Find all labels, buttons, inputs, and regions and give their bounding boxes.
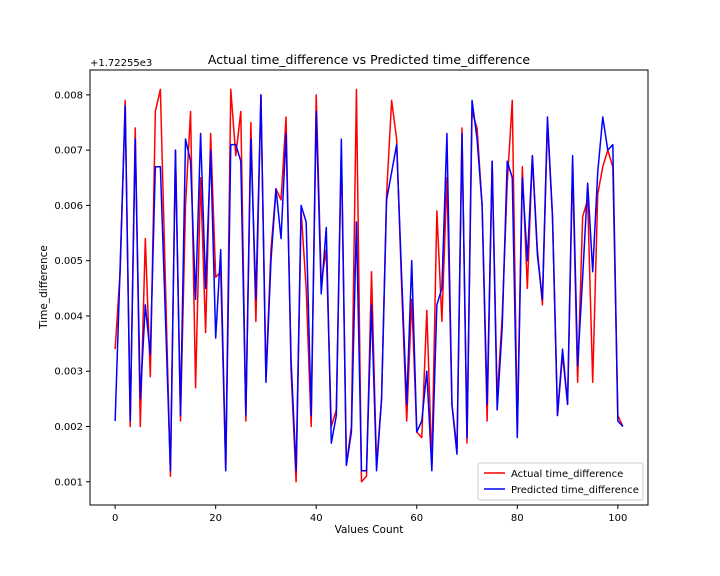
plot-area-frame [89,69,649,506]
y-axis-offset-label: +1.72255e3 [90,58,152,69]
y-tick-label: 0.003 [54,367,83,378]
chart-title: Actual time_difference vs Predicted time… [208,52,530,67]
legend-box [477,462,644,501]
y-axis-label: Time_difference [38,245,50,330]
series-line-predicted [114,94,624,472]
x-tick-label: 100 [608,513,627,524]
y-tick-label: 0.005 [54,256,83,267]
x-axis-ticks: 0 20 40 60 80 100 [112,505,627,524]
y-tick-label: 0.006 [54,201,83,212]
x-tick-label: 20 [209,513,222,524]
series-layer [114,88,624,483]
y-tick-label: 0.001 [54,477,83,488]
y-tick-label: 0.007 [54,146,83,157]
y-tick-label: 0.002 [54,422,83,433]
x-tick-label: 80 [511,513,524,524]
legend-label-predicted: Predicted time_difference [511,485,639,496]
x-axis-label: Values Count [335,524,404,536]
x-tick-label: 60 [410,513,423,524]
x-tick-label: 40 [310,513,323,524]
y-tick-label: 0.008 [54,90,83,101]
legend-label-actual: Actual time_difference [511,469,623,480]
x-tick-label: 0 [112,513,118,524]
y-tick-label: 0.004 [54,311,83,322]
y-axis-ticks: 0.001 0.002 0.003 0.004 0.005 0.006 0.007 0.008 [54,90,90,488]
legend: Actual time_difference Predicted time_di… [477,462,644,501]
